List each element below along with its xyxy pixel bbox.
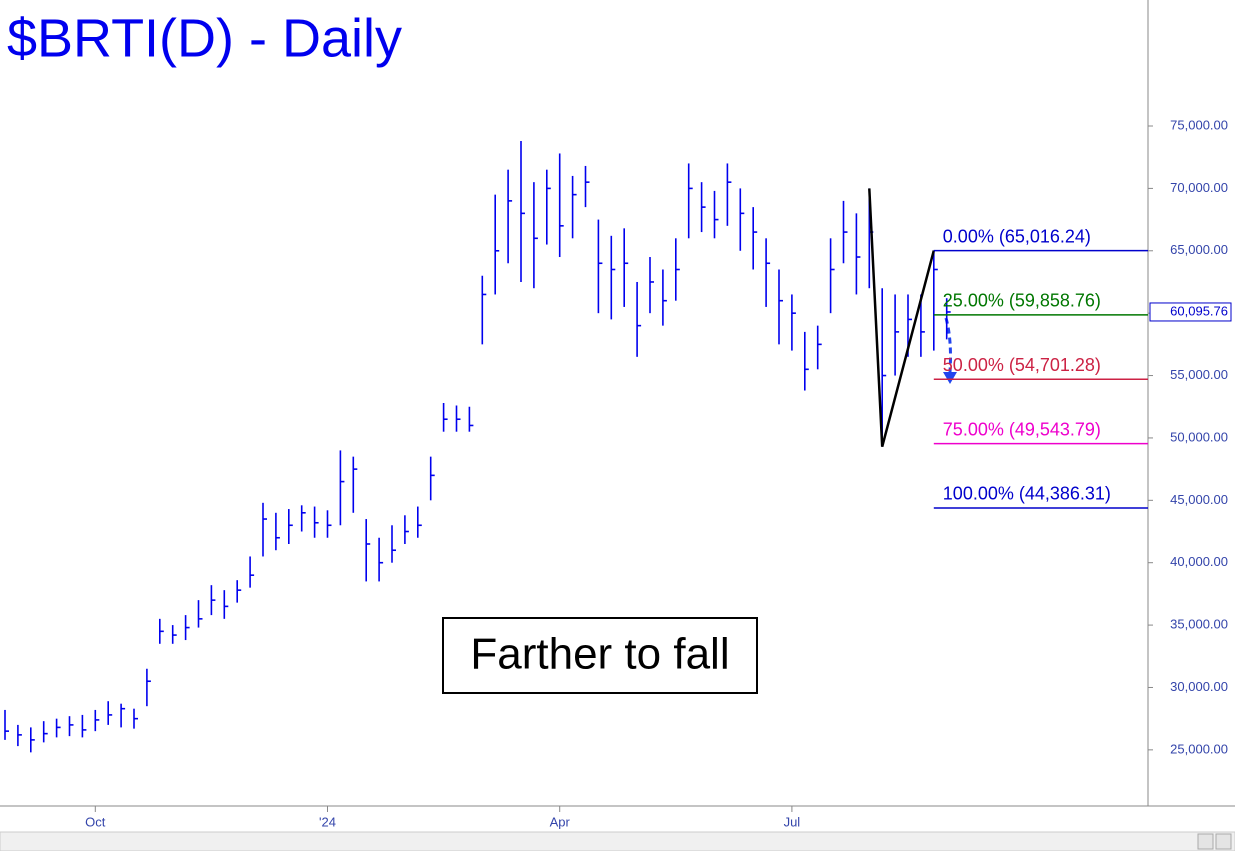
x-tick-label: Apr xyxy=(550,814,571,829)
y-tick-label: 70,000.00 xyxy=(1170,180,1228,195)
y-tick-label: 50,000.00 xyxy=(1170,429,1228,444)
annotation: Farther to fall xyxy=(470,630,729,679)
scroll-right-button[interactable] xyxy=(1215,833,1232,850)
fib-label: 25.00% (59,858.76) xyxy=(943,291,1101,311)
pattern-line xyxy=(868,188,936,447)
y-tick-label: 40,000.00 xyxy=(1170,554,1228,569)
x-tick-label: Oct xyxy=(85,814,106,829)
fib-label: 0.00% (65,016.24) xyxy=(943,226,1091,246)
scroll-left-button[interactable] xyxy=(1197,833,1214,850)
last-price-tag xyxy=(1149,302,1232,322)
x-tick-label: Jul xyxy=(784,814,801,829)
y-tick-label: 75,000.00 xyxy=(1170,117,1228,132)
last-price-label: 60,095.76 xyxy=(1170,303,1228,318)
fib-label: 50.00% (54,701.28) xyxy=(943,355,1101,375)
annotation-box xyxy=(442,617,758,694)
fib-label: 75.00% (49,543.79) xyxy=(943,419,1101,439)
chart-title: $BRTI(D) - Daily xyxy=(7,8,402,68)
y-tick-label: 55,000.00 xyxy=(1170,367,1228,382)
y-tick-label: 45,000.00 xyxy=(1170,492,1228,507)
projection-arrowhead xyxy=(943,372,957,384)
x-tick-label: '24 xyxy=(319,814,336,829)
scrollbar[interactable] xyxy=(0,831,1235,852)
y-tick-label: 35,000.00 xyxy=(1170,617,1228,632)
y-tick-label: 65,000.00 xyxy=(1170,242,1228,257)
y-tick-label: 30,000.00 xyxy=(1170,679,1228,694)
y-tick-label: 25,000.00 xyxy=(1170,741,1228,756)
fib-label: 100.00% (44,386.31) xyxy=(943,484,1111,504)
